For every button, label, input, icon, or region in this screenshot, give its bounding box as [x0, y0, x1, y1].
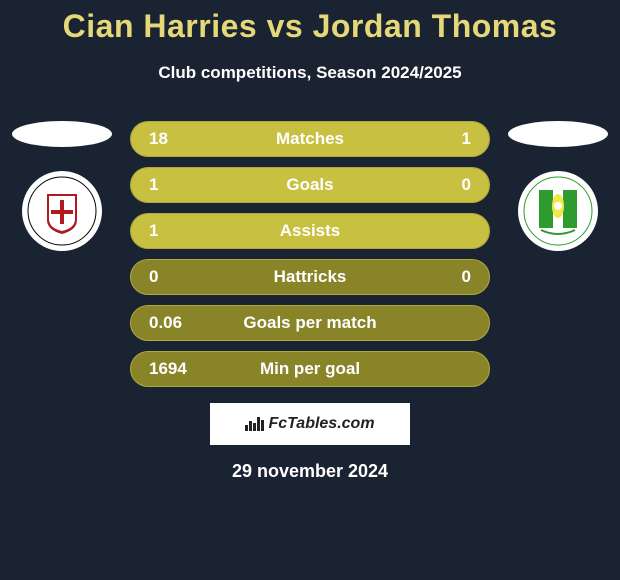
left-club-crest — [22, 171, 102, 251]
stat-label: Hattricks — [274, 267, 347, 287]
shield-icon — [27, 176, 97, 246]
right-player-silhouette — [508, 121, 608, 147]
stat-bar: 0.06 Goals per match — [130, 305, 490, 341]
comparison-area: 18 Matches 1 1 Goals 0 1 Assists 0 Hattricks 0 0.06… — [0, 121, 620, 387]
stat-value-left: 1694 — [149, 359, 193, 379]
date-label: 29 november 2024 — [232, 461, 388, 482]
stat-label: Min per goal — [260, 359, 360, 379]
subtitle: Club competitions, Season 2024/2025 — [158, 63, 461, 83]
page-title: Cian Harries vs Jordan Thomas — [63, 8, 558, 45]
right-club-crest — [518, 171, 598, 251]
stat-value-left: 18 — [149, 129, 193, 149]
stat-bar: 1694 Min per goal — [130, 351, 490, 387]
stat-label: Goals — [286, 175, 333, 195]
stat-value-left: 0 — [149, 267, 193, 287]
stat-label: Matches — [276, 129, 344, 149]
stat-value-right: 1 — [427, 129, 471, 149]
stat-value-left: 1 — [149, 175, 193, 195]
left-player-silhouette — [12, 121, 112, 147]
stats-column: 18 Matches 1 1 Goals 0 1 Assists 0 Hattricks 0 0.06… — [130, 121, 490, 387]
stat-value-right: 0 — [427, 267, 471, 287]
stat-bar: 18 Matches 1 — [130, 121, 490, 157]
brand-text: FcTables.com — [268, 415, 374, 433]
stat-bar: 1 Goals 0 — [130, 167, 490, 203]
stat-bar: 0 Hattricks 0 — [130, 259, 490, 295]
stat-value-right: 0 — [427, 175, 471, 195]
infographic-root: Cian Harries vs Jordan Thomas Club compe… — [0, 0, 620, 482]
right-column — [508, 121, 608, 251]
bar-chart-icon — [245, 417, 264, 431]
shield-icon — [523, 176, 593, 246]
left-column — [12, 121, 112, 251]
stat-value-left: 0.06 — [149, 313, 193, 333]
stat-label: Goals per match — [243, 313, 376, 333]
brand-badge[interactable]: FcTables.com — [210, 403, 410, 445]
stat-label: Assists — [280, 221, 340, 241]
stat-value-left: 1 — [149, 221, 193, 241]
stat-bar: 1 Assists — [130, 213, 490, 249]
